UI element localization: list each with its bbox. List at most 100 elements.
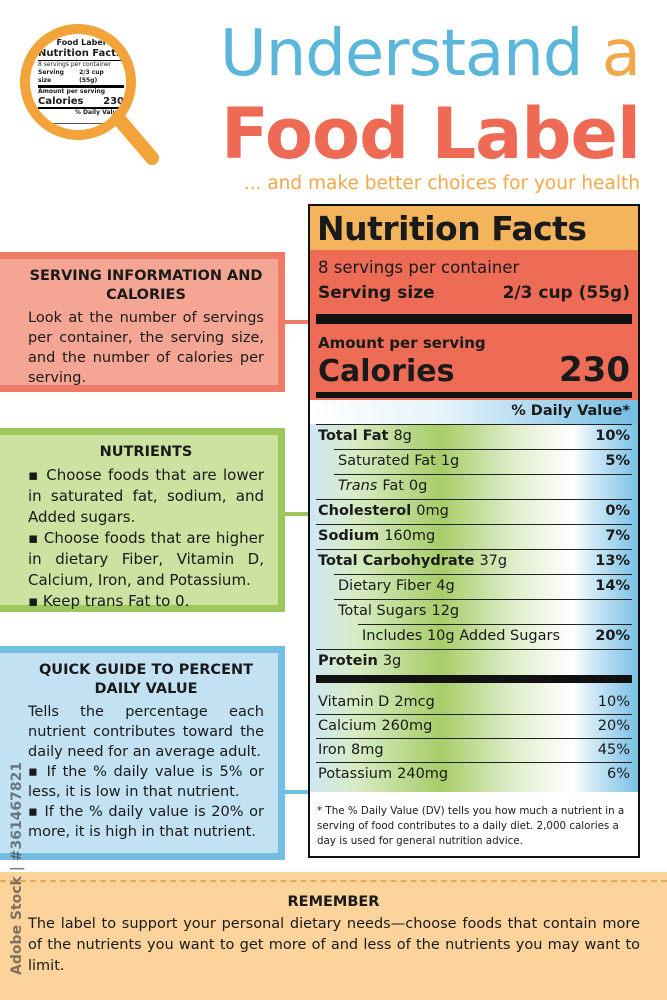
- remember-text: The label to support your personal dieta…: [28, 916, 640, 974]
- row-rule: [316, 714, 632, 715]
- nutrient-row: Trans Fat 0g: [310, 474, 638, 499]
- mini-serving-size-value: 2/3 cup (55g): [79, 69, 104, 84]
- magnifier-ring: [20, 24, 136, 140]
- remember-section: REMEMBER The label to support your perso…: [0, 872, 667, 1000]
- row-label: Cholesterol 0mg: [318, 499, 449, 524]
- row-rule: [316, 424, 632, 425]
- title-line2: Food Label: [220, 93, 641, 175]
- label-dv-text: % Daily Value*: [511, 403, 630, 419]
- label-servings: 8 servings per container: [318, 258, 520, 277]
- row-dv: 10%: [595, 428, 630, 444]
- watermark: Adobe Stock | #361467821: [9, 761, 25, 975]
- label-calories-label: Calories: [318, 354, 455, 389]
- magnifier-handle: [111, 111, 159, 165]
- row-name: Saturated Fat: [338, 453, 436, 469]
- label-vitamins: Vitamin D 2mcg 10% Calcium 260mg 20% Iron 8mg 45…: [310, 690, 638, 790]
- row-label: Total Carbohydrate 37g: [318, 549, 507, 574]
- row-dv: 10%: [597, 694, 630, 710]
- row-rule: [316, 549, 632, 550]
- row-amount: 37g: [479, 553, 508, 569]
- label-bar: [316, 675, 632, 683]
- row-dv: 14%: [595, 578, 630, 594]
- label-bar: [316, 314, 632, 324]
- title-word: Understand: [219, 17, 584, 91]
- row-name: Vitamin D: [318, 694, 390, 710]
- row-name: Total Sugars: [338, 603, 427, 619]
- remember-title: REMEMBER: [287, 894, 380, 910]
- row-label: Total Sugars 12g: [338, 599, 459, 624]
- vitamin-row: Iron 8mg 45%: [310, 738, 638, 762]
- mini-serving-size: Serving size 2/3 cup (55g): [38, 69, 124, 88]
- title-word: a: [601, 17, 641, 91]
- panel-nutrients: NUTRIENTS ▪ Choose foods that are lower …: [0, 428, 285, 612]
- label-footnote: * The % Daily Value (DV) tells you how m…: [317, 805, 625, 847]
- label-rows: Total Fat 8g 10% Saturated Fat 1g 5% Trans Fat 0…: [310, 424, 638, 674]
- row-dv: 45%: [597, 742, 630, 758]
- panel-text: Look at the number of servings per conta…: [28, 310, 264, 386]
- row-rule: [316, 649, 632, 650]
- panel-text: ▪ If the % daily value is 20% or more, i…: [28, 804, 264, 840]
- row-name: Iron: [318, 742, 346, 758]
- row-dv: 0%: [605, 503, 630, 519]
- row-name: Total Carbohydrate: [318, 553, 475, 569]
- row-name: Calcium: [318, 718, 377, 734]
- row-amount: 12g: [431, 603, 460, 619]
- row-amount: 2mcg: [394, 694, 435, 710]
- row-name: Sodium: [318, 528, 380, 544]
- row-rule: [316, 524, 632, 525]
- row-label: Sodium 160mg: [318, 524, 435, 549]
- row-amount: 160mg: [384, 528, 436, 544]
- row-label: Includes 10g Added Sugars: [362, 624, 560, 649]
- row-name: Cholesterol: [318, 503, 412, 519]
- mini-serving-size-label: Serving size: [38, 69, 64, 84]
- row-dv: 7%: [605, 528, 630, 544]
- label-amount: Amount per serving: [318, 334, 486, 352]
- row-rule: [358, 624, 632, 625]
- row-rule: [334, 599, 632, 600]
- panel-text: ▪ If the % daily value is 5% or less, it…: [28, 764, 264, 800]
- panel-title: SERVING INFORMATION AND CALORIES: [29, 268, 263, 303]
- panel-text: ▪ Keep trans Fat to 0.: [28, 592, 190, 610]
- row-amount: 240mg: [397, 766, 449, 782]
- row-amount: 0g: [408, 478, 428, 494]
- row-label: Iron 8mg: [318, 738, 384, 762]
- row-rule: [334, 574, 632, 575]
- icon-frame: [20, 24, 159, 165]
- label-serving-section: 8 servings per container Serving size 2/…: [310, 250, 638, 400]
- label-header: Nutrition Facts: [310, 206, 638, 250]
- nutrient-row: Sodium 160mg 7%: [310, 524, 638, 549]
- icon-lens: Food Label Nutrition Facts 8 servings pe…: [28, 32, 128, 132]
- row-name: Total Fat: [318, 428, 389, 444]
- nutrient-row: Includes 10g Added Sugars 20%: [310, 624, 638, 649]
- row-rule: [334, 474, 632, 475]
- row-dv: 5%: [605, 453, 630, 469]
- panel-daily-value: QUICK GUIDE TO PERCENT DAILY VALUE Tells…: [0, 646, 285, 860]
- label-calories-value: 230: [559, 350, 630, 390]
- panel-title: QUICK GUIDE TO PERCENT DAILY VALUE: [38, 662, 254, 697]
- mini-calories: Calories 230: [38, 96, 124, 109]
- row-name-italic: Trans: [338, 478, 378, 494]
- connector: [280, 512, 310, 516]
- mini-calories-value: 230: [103, 96, 124, 107]
- row-label: Total Fat 8g: [318, 424, 412, 449]
- panel-body: SERVING INFORMATION AND CALORIES Look at…: [0, 259, 278, 386]
- row-rule: [316, 499, 632, 500]
- mini-calories-label: Calories: [38, 96, 84, 107]
- row-label: Protein 3g: [318, 649, 401, 674]
- vitamin-row: Vitamin D 2mcg 10%: [310, 690, 638, 714]
- row-amount: 3g: [382, 653, 402, 669]
- row-label: Trans Fat 0g: [338, 474, 427, 499]
- row-dv: 6%: [606, 766, 630, 782]
- nutrient-row: Total Fat 8g 10%: [310, 424, 638, 449]
- label-dv-header: % Daily Value*: [310, 400, 638, 424]
- row-rule: [316, 762, 632, 763]
- nutrient-row: Dietary Fiber 4g 14%: [310, 574, 638, 599]
- subtitle: ... and make better choices for your hea…: [243, 173, 640, 194]
- nutrient-row: Saturated Fat 1g 5%: [310, 449, 638, 474]
- row-dv: 20%: [595, 628, 630, 644]
- row-amount: 8g: [393, 428, 412, 444]
- row-name: Dietary Fiber: [338, 578, 432, 594]
- connector: [280, 790, 310, 794]
- row-dv: 20%: [597, 718, 630, 734]
